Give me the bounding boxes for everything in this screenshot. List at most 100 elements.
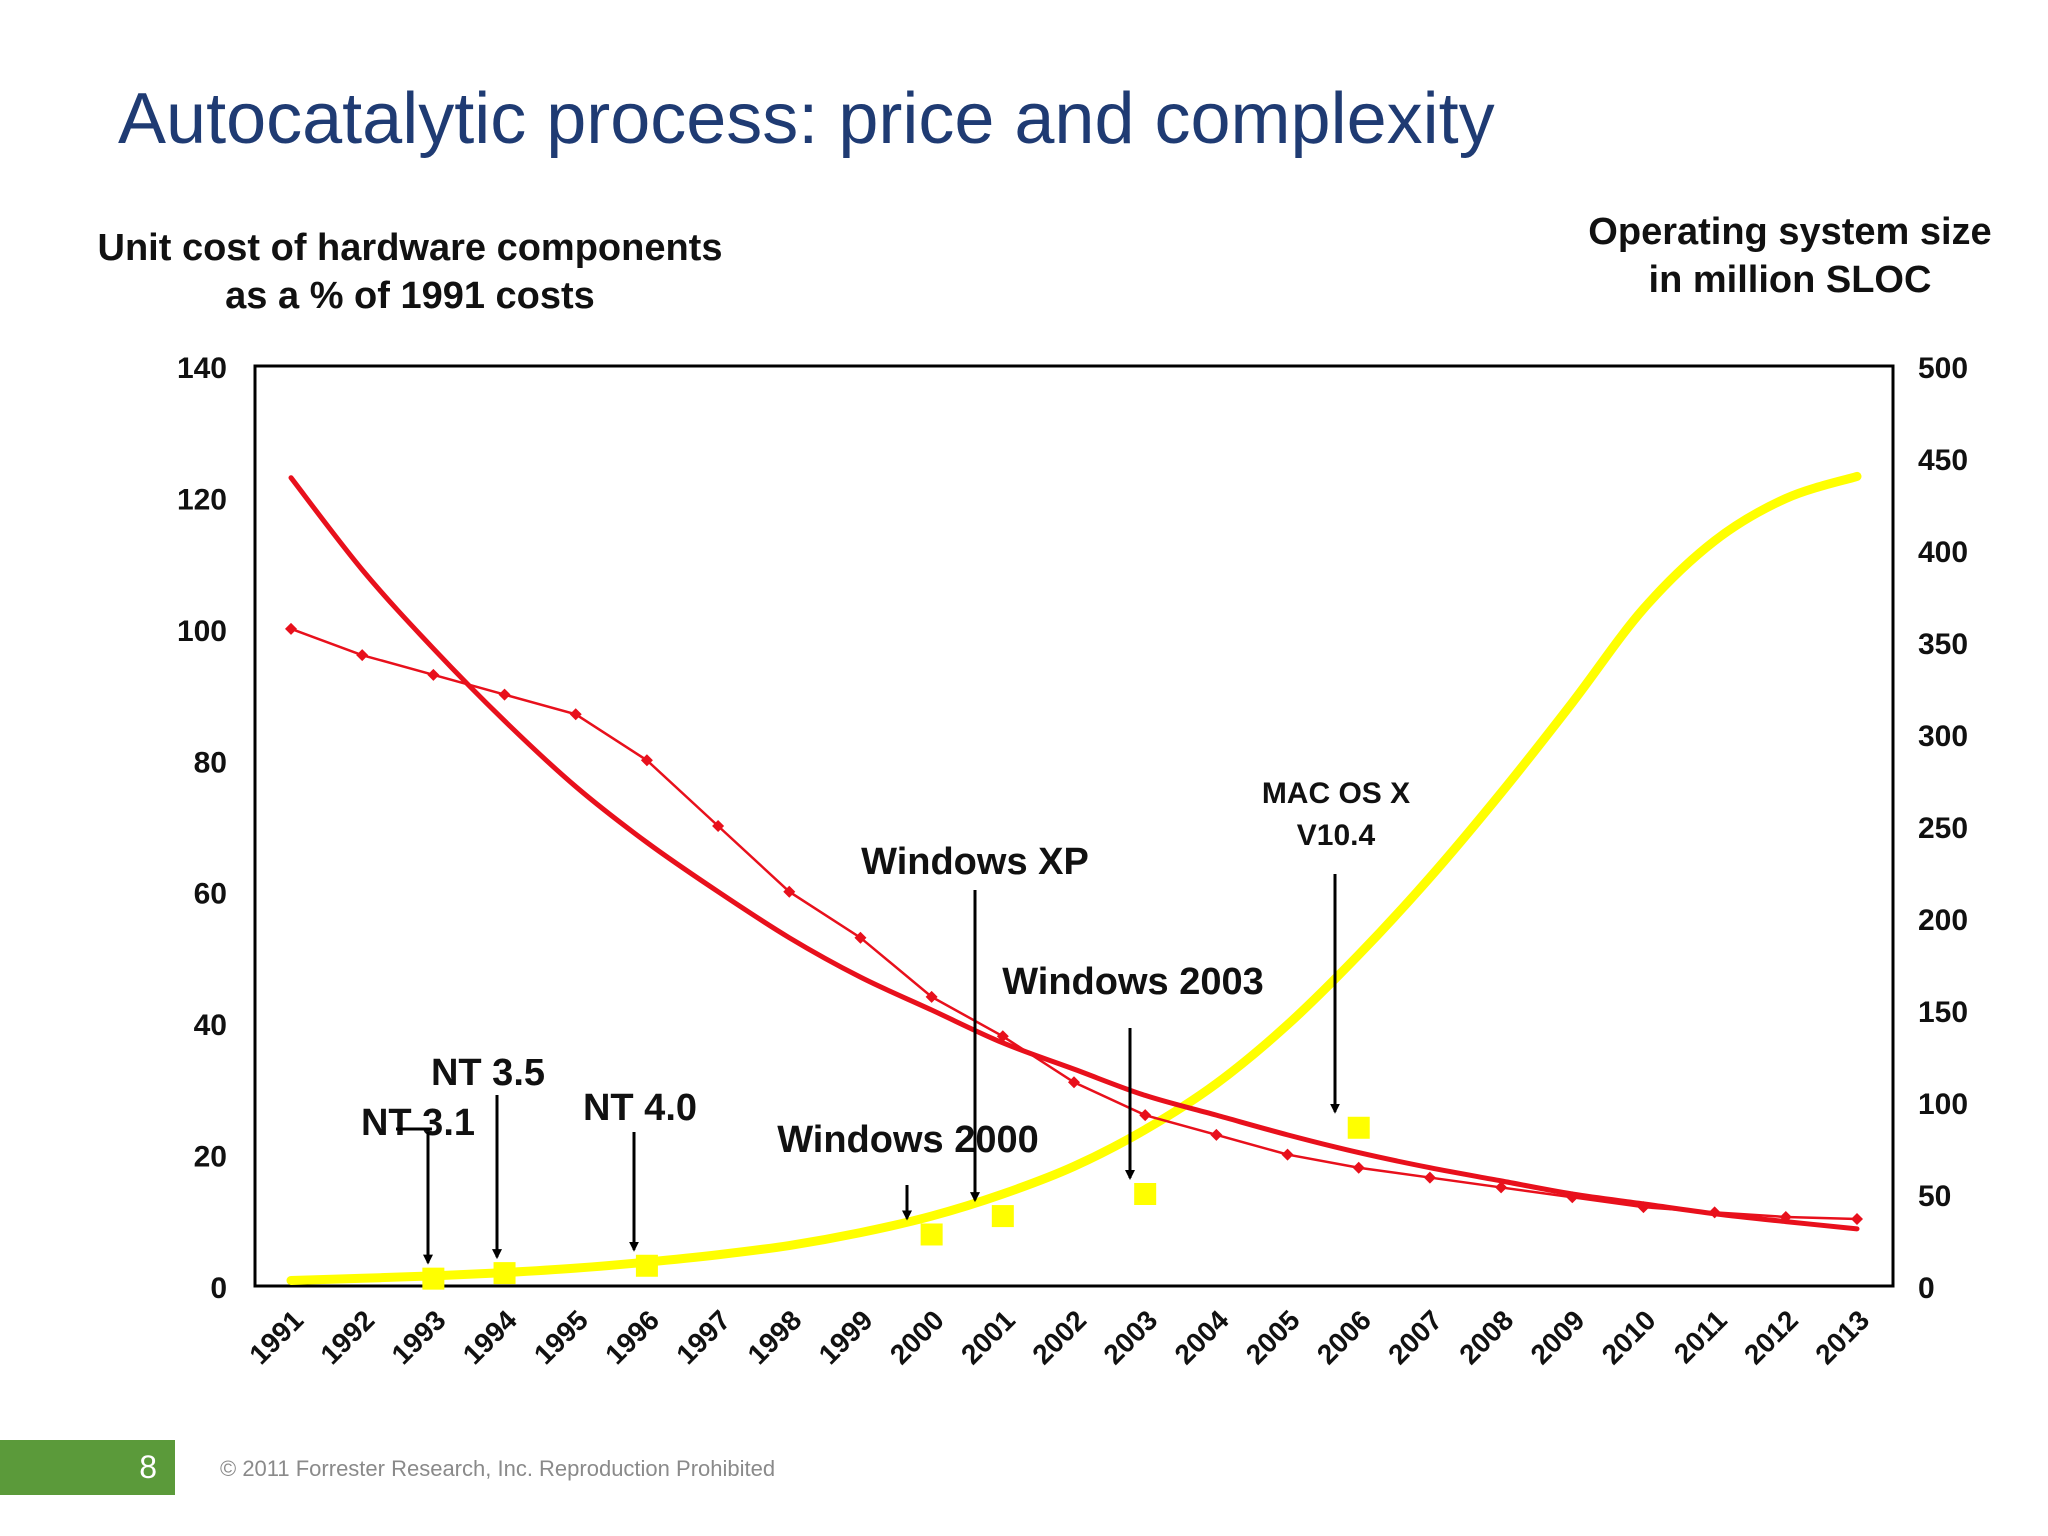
left-axis-tick-label: 140 bbox=[177, 352, 227, 385]
x-axis-tick-label: 1991 bbox=[243, 1304, 309, 1370]
right-axis-tick-label: 50 bbox=[1918, 1180, 1951, 1213]
os-release-point bbox=[920, 1223, 943, 1246]
cost-actual-point bbox=[996, 1030, 1009, 1043]
x-axis-tick-label: 1997 bbox=[670, 1304, 736, 1370]
release-annotation: NT 4.0 bbox=[583, 1087, 697, 1252]
right-axis-title: Operating system size in million SLOC bbox=[1550, 208, 2030, 304]
x-axis-tick-label: 2005 bbox=[1240, 1304, 1306, 1370]
left-axis-tick-label: 80 bbox=[194, 746, 227, 779]
left-axis-tick-label: 40 bbox=[194, 1009, 227, 1042]
cost-actual-point bbox=[1210, 1128, 1223, 1141]
x-axis-tick-label: 1996 bbox=[599, 1304, 665, 1370]
x-axis-tick-label: 1999 bbox=[813, 1304, 879, 1370]
right-axis-tick-label: 200 bbox=[1918, 904, 1968, 937]
os-release-point bbox=[422, 1267, 445, 1290]
annotation-label: MAC OS X bbox=[1262, 777, 1410, 810]
cost-actual-point bbox=[1637, 1201, 1650, 1214]
cost-actual-point bbox=[569, 708, 582, 721]
x-axis-tick-label: 2006 bbox=[1311, 1304, 1377, 1370]
x-axis-tick-label: 2012 bbox=[1738, 1304, 1804, 1370]
release-annotation: NT 3.1 bbox=[361, 1102, 475, 1265]
left-axis-title-line1: Unit cost of hardware components bbox=[97, 227, 723, 269]
right-axis-tick-label: 250 bbox=[1918, 812, 1968, 845]
release-annotation: NT 3.5 bbox=[431, 1052, 545, 1260]
cost-actual-point bbox=[854, 931, 867, 944]
right-axis-tick-label: 400 bbox=[1918, 536, 1968, 569]
cost-actual-point bbox=[1495, 1181, 1508, 1194]
cost-actual-point bbox=[1779, 1211, 1792, 1223]
right-axis-tick-label: 0 bbox=[1918, 1272, 1935, 1305]
cost-actual-point bbox=[783, 885, 796, 898]
x-axis-tick-label: 1993 bbox=[386, 1304, 452, 1370]
cost-actual-point bbox=[1352, 1161, 1365, 1174]
cost-actual-markers bbox=[285, 622, 1863, 1225]
right-axis-tick-label: 350 bbox=[1918, 628, 1968, 661]
copyright-notice: © 2011 Forrester Research, Inc. Reproduc… bbox=[220, 1456, 776, 1481]
left-axis-title-line2: as a % of 1991 costs bbox=[225, 275, 595, 317]
right-axis-ticks: 0 50 100 150 200 250 300 350 400 450 500 bbox=[1918, 352, 1968, 1305]
left-axis-tick-label: 20 bbox=[194, 1141, 227, 1174]
x-axis-tick-label: 2008 bbox=[1453, 1304, 1519, 1370]
cost-actual-point bbox=[356, 649, 369, 662]
plot-area bbox=[253, 364, 1895, 1288]
cost-actual-point bbox=[1423, 1171, 1436, 1184]
right-axis-tick-label: 450 bbox=[1918, 444, 1968, 477]
right-axis-tick-label: 150 bbox=[1918, 996, 1968, 1029]
left-axis-tick-label: 120 bbox=[177, 483, 227, 516]
os-release-point bbox=[635, 1254, 658, 1277]
x-axis-tick-label: 1995 bbox=[528, 1304, 594, 1370]
cost-actual-point bbox=[1139, 1109, 1152, 1122]
x-axis-tick-label: 2011 bbox=[1668, 1304, 1733, 1369]
x-axis-tick-label: 1994 bbox=[457, 1304, 523, 1370]
annotation-label: NT 4.0 bbox=[583, 1087, 697, 1129]
x-axis-tick-label: 2013 bbox=[1809, 1304, 1875, 1370]
cost-actual-point bbox=[498, 688, 511, 701]
x-axis-tick-label: 2010 bbox=[1596, 1304, 1662, 1370]
cost-actual-point bbox=[285, 622, 297, 635]
right-axis-tick-label: 100 bbox=[1918, 1088, 1968, 1121]
left-axis-tick-label: 0 bbox=[210, 1272, 227, 1305]
annotation-label: Windows XP bbox=[861, 841, 1089, 883]
cost-actual-point bbox=[1851, 1212, 1863, 1225]
os-release-point bbox=[1347, 1116, 1370, 1139]
cost-actual-point bbox=[925, 990, 938, 1003]
left-axis-title: Unit cost of hardware components as a % … bbox=[50, 224, 770, 320]
annotation-label: NT 3.5 bbox=[431, 1052, 545, 1094]
x-axis-tick-label: 2003 bbox=[1097, 1304, 1163, 1370]
slide-title: Autocatalytic process: price and complex… bbox=[118, 79, 1495, 159]
page-number-badge: 8 bbox=[0, 1440, 175, 1495]
release-annotation: Windows XP bbox=[861, 841, 1089, 1203]
cost-actual-point bbox=[1708, 1206, 1721, 1219]
annotation-label: Windows 2003 bbox=[1002, 961, 1264, 1003]
x-axis-tick-label: 1992 bbox=[314, 1304, 380, 1370]
x-axis-tick-label: 2004 bbox=[1169, 1304, 1235, 1370]
release-annotation: Windows 2003 bbox=[1002, 961, 1264, 1180]
cost-actual-point bbox=[712, 820, 725, 832]
os-release-markers bbox=[422, 1116, 1370, 1290]
right-axis-title-line1: Operating system size bbox=[1588, 211, 1992, 253]
x-axis-tick-label: 2001 bbox=[955, 1304, 1021, 1370]
os-release-point bbox=[1134, 1183, 1157, 1205]
os-release-point bbox=[991, 1205, 1014, 1228]
x-axis-tick-label: 2009 bbox=[1525, 1304, 1591, 1370]
left-axis-ticks: 0 20 40 60 80 100 120 140 bbox=[177, 352, 227, 1305]
cost-actual-point bbox=[427, 668, 440, 681]
annotation-label-line2: V10.4 bbox=[1297, 819, 1376, 852]
cost-actual-point bbox=[1281, 1148, 1294, 1161]
cost-actual-point bbox=[1566, 1191, 1579, 1204]
os-release-point bbox=[493, 1262, 516, 1285]
right-axis-title-line2: in million SLOC bbox=[1648, 259, 1932, 301]
left-axis-tick-label: 100 bbox=[177, 615, 227, 648]
release-annotations: NT 3.1 NT 3.5 NT 4.0 Windows 2000 Windows XP… bbox=[361, 777, 1410, 1265]
x-axis-tick-label: 2007 bbox=[1382, 1304, 1448, 1370]
x-axis-ticks: 1991 1992 1993 1994 1995 1996 1997 1998 1999 2000… bbox=[243, 1304, 1875, 1370]
annotation-label: NT 3.1 bbox=[361, 1102, 475, 1144]
cost-actual-point bbox=[640, 754, 653, 767]
release-annotation: MAC OS X V10.4 bbox=[1262, 777, 1410, 1114]
cost-trend-line bbox=[288, 475, 1860, 1232]
right-axis-tick-label: 500 bbox=[1918, 352, 1968, 385]
x-axis-tick-label: 2000 bbox=[884, 1304, 950, 1370]
x-axis-tick-label: 1998 bbox=[742, 1304, 808, 1370]
annotation-label: Windows 2000 bbox=[777, 1119, 1039, 1161]
